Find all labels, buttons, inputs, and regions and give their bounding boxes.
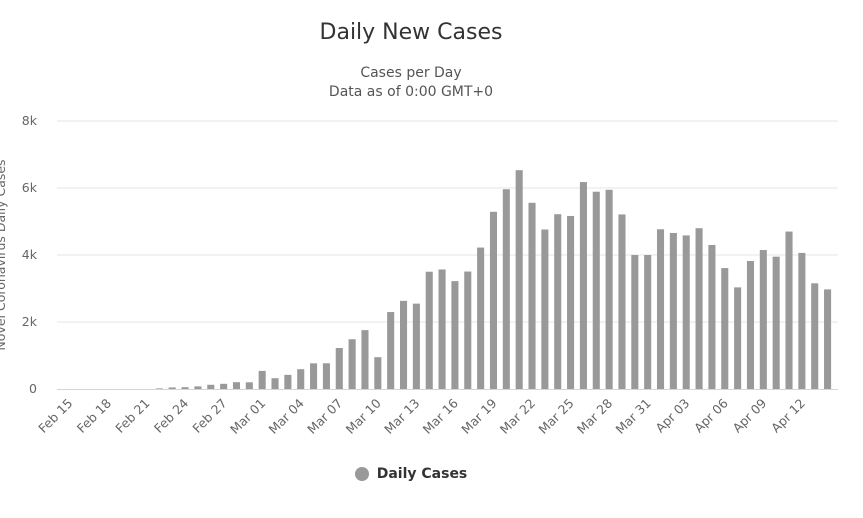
y-tick-label: 6k (22, 180, 38, 195)
bar[interactable] (387, 312, 395, 389)
bar[interactable] (335, 348, 343, 389)
bar[interactable] (361, 330, 369, 389)
bar[interactable] (567, 215, 575, 389)
bar[interactable] (181, 387, 189, 389)
bar[interactable] (811, 283, 819, 389)
bar[interactable] (708, 244, 716, 389)
x-tick-label: Mar 31 (612, 396, 653, 437)
chart-title: Daily New Cases (319, 20, 503, 45)
bar-series (155, 170, 832, 389)
x-tick-label: Mar 16 (420, 395, 461, 436)
chart-subtitle-line-2: Data as of 0:00 GMT+0 (328, 84, 494, 100)
bar[interactable] (412, 303, 420, 389)
bar[interactable] (399, 300, 408, 389)
x-tick-label: Mar 22 (497, 396, 538, 437)
bar[interactable] (631, 255, 639, 389)
bar[interactable] (477, 247, 485, 389)
bar[interactable] (194, 386, 202, 389)
bar[interactable] (451, 281, 459, 389)
bar[interactable] (682, 235, 690, 389)
x-tick-label: Feb 15 (35, 396, 75, 436)
y-axis-ticks: 0 2k 4k 6k 8k (22, 113, 38, 396)
bar[interactable] (554, 214, 562, 389)
x-tick-label: Mar 10 (343, 395, 384, 436)
bar[interactable] (644, 255, 652, 389)
y-tick-label: 0 (29, 381, 37, 396)
bar[interactable] (207, 384, 215, 389)
bar[interactable] (669, 232, 677, 389)
x-tick-label: Apr 12 (768, 396, 808, 436)
y-tick-label: 4k (22, 247, 38, 262)
bar[interactable] (541, 229, 549, 389)
x-tick-label: Feb 24 (151, 395, 191, 435)
bar[interactable] (271, 378, 279, 389)
bar[interactable] (348, 339, 356, 389)
legend-swatch-icon (354, 467, 369, 481)
bar[interactable] (425, 271, 433, 389)
bar[interactable] (322, 363, 330, 389)
chart-subtitle-line-1: Cases per Day (360, 65, 462, 81)
bar[interactable] (695, 228, 703, 389)
x-tick-label: Apr 09 (729, 395, 769, 435)
bar[interactable] (824, 289, 832, 389)
bar[interactable] (310, 363, 318, 389)
bar[interactable] (528, 202, 536, 389)
bar[interactable] (258, 370, 266, 389)
bar[interactable] (656, 229, 665, 389)
bar[interactable] (168, 387, 176, 389)
bar[interactable] (618, 214, 626, 389)
bar[interactable] (245, 382, 253, 389)
x-tick-label: Mar 07 (304, 396, 345, 437)
bar[interactable] (798, 252, 806, 389)
x-tick-label: Mar 13 (381, 396, 422, 437)
legend-label: Daily Cases (376, 466, 468, 482)
chart-subtitle: Cases per Day Data as of 0:00 GMT+0 (0, 64, 822, 102)
bar[interactable] (746, 261, 755, 389)
y-axis-title: Novel Coronavirus Daily Cases (0, 159, 8, 350)
bar[interactable] (759, 250, 767, 389)
x-tick-label: Feb 18 (74, 395, 114, 435)
x-tick-label: Mar 01 (227, 396, 268, 437)
bar[interactable] (721, 268, 729, 389)
x-tick-label: Feb 21 (112, 396, 152, 436)
bar[interactable] (515, 170, 523, 389)
bar[interactable] (579, 182, 587, 389)
x-tick-label: Feb 27 (189, 396, 229, 436)
y-tick-label: 2k (22, 314, 38, 329)
x-tick-label: Apr 03 (652, 396, 692, 436)
legend-item-daily-cases[interactable]: Daily Cases (354, 466, 468, 482)
x-tick-label: Mar 25 (535, 396, 576, 437)
bar[interactable] (785, 231, 793, 389)
bar[interactable] (592, 191, 600, 389)
bar[interactable] (464, 271, 472, 389)
bar[interactable] (155, 388, 163, 389)
x-tick-label: Mar 19 (458, 395, 499, 436)
x-tick-label: Mar 28 (574, 395, 615, 436)
bar[interactable] (297, 369, 305, 389)
x-tick-label: Apr 06 (691, 395, 731, 435)
y-tick-label: 8k (22, 113, 38, 128)
bar[interactable] (502, 189, 510, 389)
bar[interactable] (734, 287, 742, 389)
bar[interactable] (220, 383, 228, 389)
x-tick-label: Mar 04 (265, 395, 306, 436)
bar[interactable] (772, 256, 780, 389)
bar[interactable] (605, 189, 613, 389)
bar[interactable] (374, 357, 382, 389)
legend: Daily Cases (0, 466, 822, 485)
grid-layer (57, 120, 838, 323)
bar[interactable] (438, 269, 446, 389)
bar[interactable] (284, 374, 292, 389)
bar[interactable] (489, 211, 498, 389)
bar[interactable] (232, 382, 241, 389)
